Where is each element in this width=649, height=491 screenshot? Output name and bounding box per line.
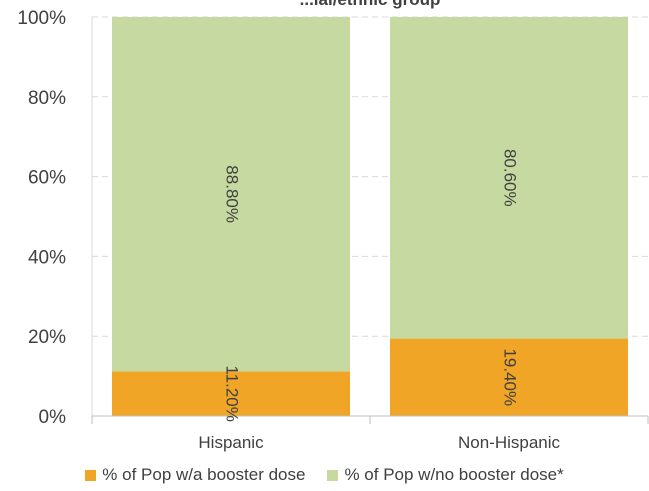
y-tick-label: 100%: [17, 8, 66, 29]
data-label: 11.20%: [223, 365, 242, 421]
y-tick-label: 20%: [28, 327, 66, 348]
x-category-label: Non-Hispanic: [458, 433, 561, 452]
legend-label-booster: % of Pop w/a booster dose: [102, 465, 306, 484]
bars: [112, 17, 628, 416]
bar-segment-hispanic-s1: [112, 17, 350, 372]
chart-title: ...ial/ethnic group: [300, 0, 441, 9]
data-label: 80.60%: [501, 149, 520, 207]
legend-label-no-booster: % of Pop w/no booster dose*: [344, 465, 564, 484]
y-tick-label: 0%: [39, 407, 67, 428]
bar-segment-non-hispanic-s0: [390, 338, 628, 416]
y-tick-label: 60%: [28, 168, 66, 189]
bar-segment-hispanic-s0: [112, 371, 350, 416]
y-tick-label: 80%: [28, 88, 66, 109]
legend-item-booster: % of Pop w/a booster dose: [85, 465, 305, 485]
bar-segment-non-hispanic-s1: [390, 17, 628, 339]
legend-item-no-booster: % of Pop w/no booster dose*: [327, 465, 564, 485]
data-labels: 11.20% 88.80% 19.40% 80.60%: [223, 149, 520, 422]
legend: % of Pop w/a booster dose % of Pop w/no …: [0, 462, 649, 488]
x-category-label: Hispanic: [198, 433, 264, 452]
legend-swatch-no-booster: [327, 469, 339, 481]
y-tick-label: 40%: [28, 247, 66, 268]
axes: 0% 20% 40% 60% 80% 100% Hispanic Non-Hispanic: [17, 8, 649, 452]
data-label: 19.40%: [501, 348, 520, 406]
legend-swatch-booster: [85, 469, 97, 481]
data-label: 88.80%: [223, 165, 242, 223]
